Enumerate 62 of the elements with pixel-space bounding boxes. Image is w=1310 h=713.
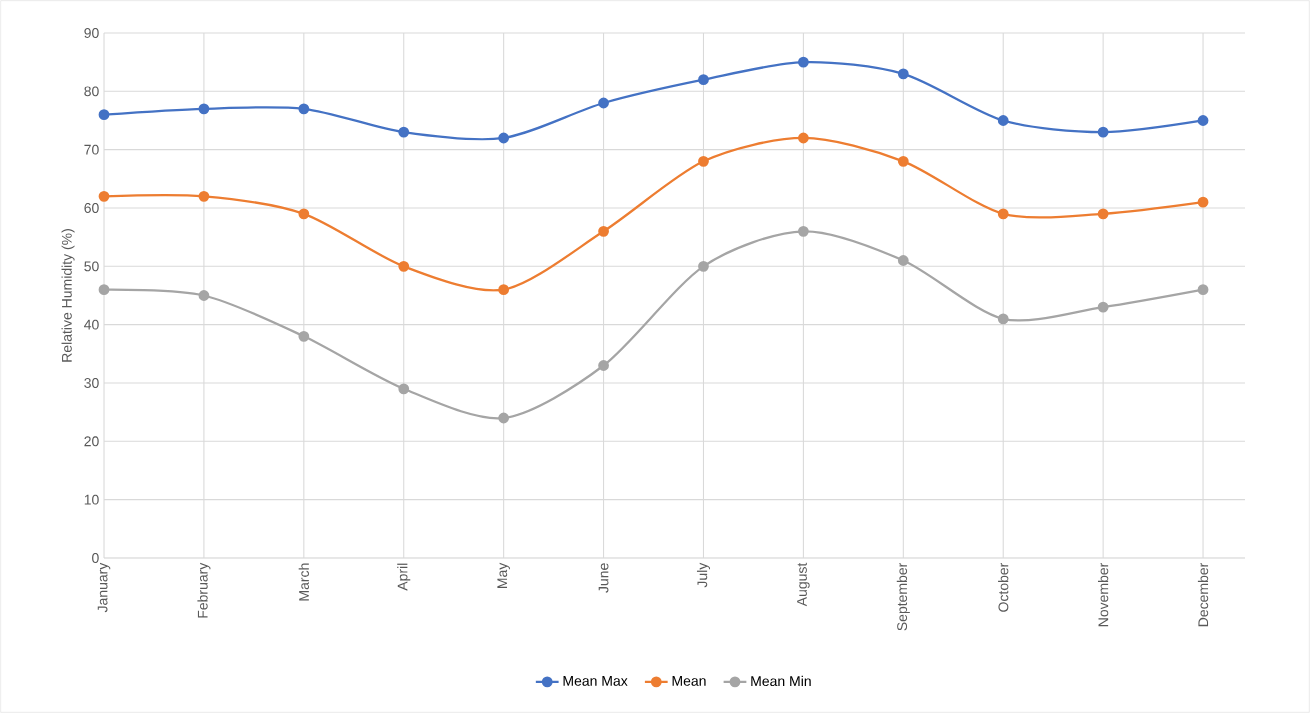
point xyxy=(498,132,510,144)
x-tick-label: August xyxy=(797,562,810,607)
point xyxy=(698,260,709,272)
point xyxy=(698,74,709,86)
y-tick-label: 50 xyxy=(84,261,99,272)
point xyxy=(997,313,1009,325)
point xyxy=(1197,196,1209,208)
point xyxy=(198,190,210,202)
x-tick-label: December xyxy=(1197,562,1209,627)
x-tick-label: March xyxy=(298,563,309,601)
point xyxy=(797,225,809,237)
y-tick-label: 0 xyxy=(92,553,99,563)
point xyxy=(298,103,310,115)
point xyxy=(797,56,809,68)
y-axis-title: Relative Humidity (%) xyxy=(61,229,75,362)
x-tick-label: February xyxy=(197,562,211,618)
point xyxy=(997,208,1009,220)
x-tick-label: May xyxy=(497,562,510,588)
point xyxy=(498,412,510,424)
point xyxy=(897,68,909,80)
point xyxy=(598,360,609,371)
point xyxy=(997,115,1009,126)
point xyxy=(797,132,809,144)
x-tick-label: November xyxy=(1097,562,1109,627)
point xyxy=(598,225,609,237)
point xyxy=(1197,284,1209,296)
x-tick-label: June xyxy=(598,563,609,593)
point xyxy=(498,284,510,296)
x-tick-label: April xyxy=(397,563,411,591)
legend-label: Mean Min xyxy=(751,675,811,687)
x-tick-label: January xyxy=(97,562,111,613)
point xyxy=(298,208,310,220)
y-tick-label: 10 xyxy=(84,494,99,505)
point xyxy=(98,190,110,202)
y-tick-label: 60 xyxy=(84,203,99,213)
y-tick-label: 90 xyxy=(84,28,99,38)
point xyxy=(1197,115,1209,126)
x-tick-label: September xyxy=(896,562,910,631)
point xyxy=(198,103,210,115)
point xyxy=(698,155,709,167)
y-tick-label: 30 xyxy=(84,378,99,388)
point xyxy=(398,126,410,138)
point xyxy=(1097,208,1109,220)
x-tick-label: October xyxy=(998,562,1009,612)
point xyxy=(598,97,609,109)
point xyxy=(398,260,410,272)
y-tick-label: 70 xyxy=(84,144,99,155)
y-tick-label: 40 xyxy=(84,319,99,330)
legend-label: Mean xyxy=(672,676,706,686)
point xyxy=(1097,301,1109,313)
legend-label: Mean Max xyxy=(563,676,628,686)
point xyxy=(198,290,210,301)
point xyxy=(1097,126,1109,138)
y-tick-label: 80 xyxy=(84,86,99,97)
point xyxy=(298,330,310,342)
point xyxy=(98,284,110,296)
x-tick-label: July xyxy=(696,562,711,588)
y-tick-label: 20 xyxy=(84,436,99,447)
point xyxy=(398,383,410,395)
point xyxy=(897,155,909,167)
point xyxy=(897,255,909,266)
point xyxy=(98,109,110,121)
